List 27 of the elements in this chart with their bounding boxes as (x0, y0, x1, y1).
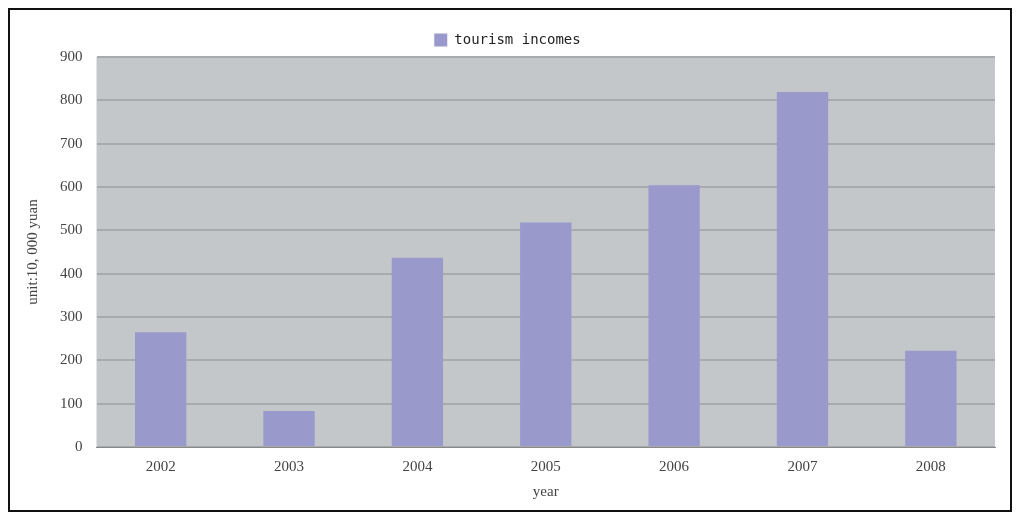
bar (135, 332, 187, 446)
bar (263, 411, 315, 446)
y-tick-label: 400 (60, 264, 83, 281)
y-tick-label: 600 (60, 177, 83, 194)
x-tick-label: 2002 (145, 457, 176, 474)
y-tick-label: 900 (60, 47, 83, 64)
x-axis-title: year (532, 482, 559, 499)
x-tick-label: 2004 (402, 457, 433, 474)
bar (776, 92, 829, 446)
y-tick-label: 200 (60, 351, 83, 368)
y-axis-title: unit:10, 000 yuan (23, 198, 40, 305)
bar (520, 222, 572, 446)
legend-label: tourism incomes (454, 30, 581, 47)
bar (391, 257, 444, 446)
y-tick-label: 300 (60, 307, 83, 324)
y-tick-label: 0 (75, 437, 83, 454)
x-tick-label: 2006 (659, 457, 690, 474)
x-tick-label: 2008 (915, 457, 946, 474)
y-tick-label: 500 (60, 221, 83, 238)
y-tick-label: 100 (60, 394, 83, 411)
x-tick-label: 2007 (787, 457, 818, 474)
x-tick-label: 2003 (274, 457, 305, 474)
y-tick-label: 700 (60, 134, 83, 151)
y-tick-label: 800 (60, 91, 83, 108)
bar (648, 185, 700, 446)
bar (905, 350, 957, 446)
x-tick-label: 2005 (530, 457, 561, 474)
